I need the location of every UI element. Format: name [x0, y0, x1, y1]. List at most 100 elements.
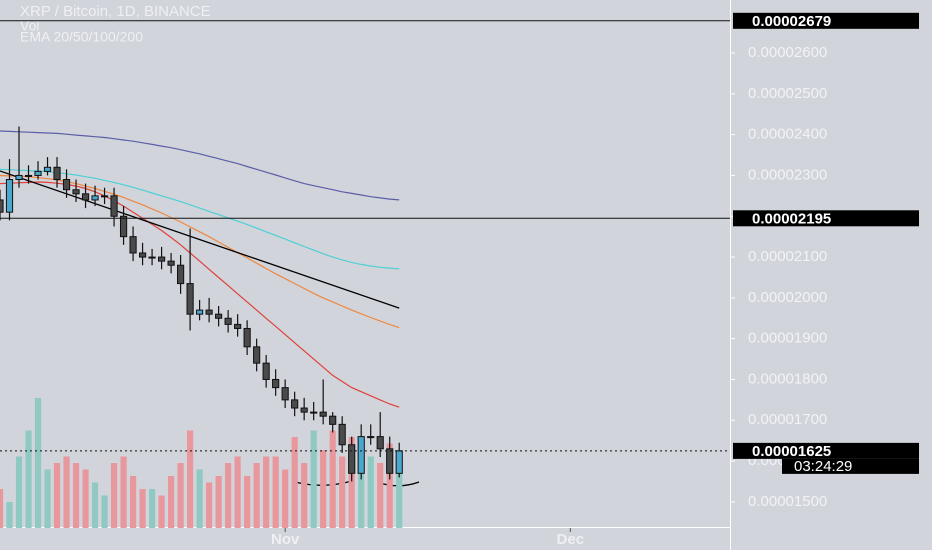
candle-body: [148, 256, 156, 259]
candle-body: [0, 199, 4, 213]
countdown: 03:24:29: [794, 458, 852, 475]
candle-body: [53, 166, 61, 181]
countdown-box: [782, 458, 919, 474]
x-tick-label: Dec: [557, 531, 585, 548]
volume-bar: [234, 456, 241, 528]
x-tick-label: Nov: [271, 531, 300, 548]
price-label: 0.00002195: [752, 210, 831, 227]
volume-bar: [53, 463, 61, 528]
candle-body: [34, 170, 42, 176]
y-tick-label: 0.00001800: [748, 370, 827, 387]
volume-bar: [339, 456, 346, 528]
candle-body: [62, 179, 71, 191]
volume-bar: [386, 443, 393, 528]
volume-bar: [196, 469, 203, 528]
price-label-box: [733, 210, 919, 227]
candle-body: [43, 166, 52, 172]
candle-body: [329, 415, 337, 425]
volume-bar: [15, 456, 23, 528]
y-tick-label: 0.00002000: [748, 289, 827, 306]
ema-line: [0, 130, 400, 201]
volume-bar: [148, 489, 156, 528]
candle-body: [91, 195, 99, 201]
volume-bar: [82, 469, 89, 528]
volume-bar: [358, 443, 365, 528]
y-tick-label: 0.00002400: [748, 126, 827, 143]
volume-bar: [44, 469, 51, 528]
candle-body: [262, 362, 270, 380]
volume-bar: [158, 495, 165, 528]
candle-body: [177, 264, 185, 285]
candle-body: [300, 407, 308, 413]
volume-bar: [253, 463, 260, 528]
volume-bar: [34, 398, 42, 528]
candle-body: [243, 327, 251, 348]
candle-body: [215, 313, 223, 319]
candle-body: [281, 387, 289, 401]
candle-body: [196, 309, 204, 315]
candle-body: [15, 174, 23, 181]
volume-bar: [187, 430, 194, 528]
volume-bar: [282, 469, 289, 528]
candle-body: [24, 174, 33, 177]
volume-bar: [101, 495, 108, 528]
volume-bar: [120, 456, 127, 528]
candle-body: [110, 195, 118, 217]
candle-body: [72, 189, 80, 195]
y-tick-label: 0.00002100: [748, 248, 827, 265]
candle-body: [205, 309, 213, 315]
volume-bar: [6, 502, 13, 528]
volume-bar: [244, 476, 251, 528]
volume-bar: [377, 463, 384, 528]
candle-body: [338, 423, 346, 446]
volume-bar: [367, 456, 374, 528]
candle-body: [167, 260, 175, 266]
volume-bar: [206, 482, 213, 528]
candle-body: [186, 283, 194, 315]
candle-body: [138, 252, 147, 258]
indicator-label: EMA 20/50/100/200: [20, 29, 143, 45]
candle-body: [100, 195, 109, 198]
volume-bar: [225, 463, 232, 528]
candle-body: [367, 436, 375, 439]
volume-bar: [263, 456, 270, 528]
candle-body: [386, 448, 394, 474]
candle-body: [119, 215, 128, 238]
y-tick-label: 0.00001900: [748, 330, 827, 347]
plot: [0, 126, 403, 528]
volume-bar: [396, 450, 403, 528]
candle-body: [5, 179, 14, 213]
candle-body: [319, 411, 327, 417]
y-tick-label: 0.00002600: [748, 44, 827, 61]
candle-body: [157, 256, 166, 262]
candle-body: [310, 411, 318, 414]
candle-body: [395, 450, 403, 474]
candle-body: [272, 378, 280, 389]
volume-label: Vol: [20, 18, 39, 34]
candle-body: [348, 444, 356, 474]
candle-body: [81, 193, 90, 201]
candle-body: [376, 436, 384, 450]
volume-bar: [320, 450, 327, 528]
y-tick-label: 0.00002500: [748, 85, 827, 102]
volume-bar: [291, 437, 298, 528]
price-label-box: [733, 442, 919, 459]
candle-body: [253, 346, 261, 364]
candle-body: [224, 317, 232, 325]
volume-bar: [72, 463, 80, 528]
volume-bar: [177, 463, 184, 528]
chart-title: XRP / Bitcoin, 1D, BINANCE: [20, 3, 211, 20]
volume-bar: [348, 437, 355, 528]
price-label: 0.00002679: [752, 13, 831, 30]
volume-bar: [301, 463, 308, 528]
volume-bar: [25, 430, 32, 528]
volume-bar: [110, 463, 118, 528]
volume-bar: [215, 476, 222, 528]
y-tick-label: 0.00001700: [748, 411, 827, 428]
volume-bar: [0, 489, 4, 528]
price-label-box: [733, 12, 919, 29]
volume-bar: [329, 430, 336, 528]
candle-body: [291, 399, 299, 409]
